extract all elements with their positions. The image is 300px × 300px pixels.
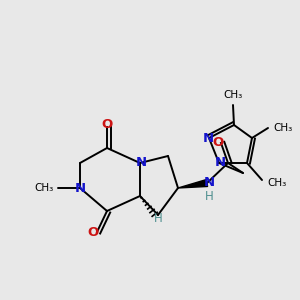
Text: CH₃: CH₃	[35, 183, 54, 193]
Text: O: O	[212, 136, 224, 148]
Text: CH₃: CH₃	[273, 123, 292, 133]
Text: H: H	[154, 212, 162, 224]
Text: N: N	[202, 131, 214, 145]
Text: N: N	[135, 157, 147, 169]
Text: H: H	[205, 190, 213, 203]
Text: O: O	[101, 118, 112, 131]
Text: O: O	[87, 226, 99, 239]
Text: CH₃: CH₃	[267, 178, 286, 188]
Text: N: N	[203, 176, 214, 190]
Text: N: N	[214, 157, 226, 169]
Polygon shape	[178, 180, 208, 188]
Text: N: N	[74, 182, 86, 194]
Text: CH₃: CH₃	[224, 90, 243, 100]
